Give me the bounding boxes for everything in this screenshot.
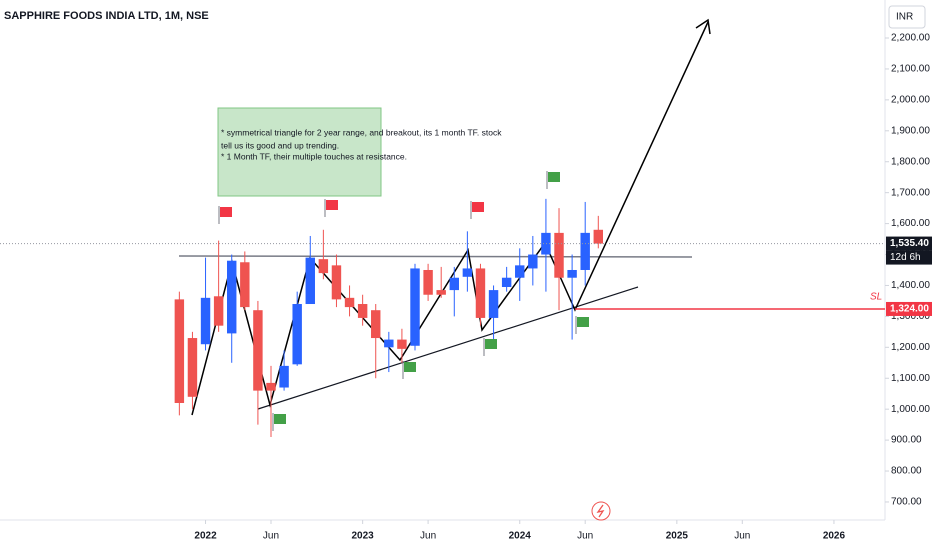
candle-body: [318, 259, 329, 274]
y-tick-label: 1,100.00: [891, 373, 930, 384]
candle-body: [528, 254, 538, 269]
plot-area: [174, 198, 604, 438]
countdown-tag: [886, 250, 932, 265]
candle-body: [515, 265, 525, 278]
x-tick-label: Jun: [263, 531, 279, 542]
x-tick-label: 2026: [823, 531, 846, 542]
candle-body: [253, 310, 263, 391]
candle-body: [305, 257, 315, 305]
y-tick-label: 2,000.00: [891, 95, 930, 106]
candle-body: [279, 365, 289, 388]
y-tick-label: 2,100.00: [891, 64, 930, 75]
countdown-label: 12d 6h: [890, 252, 921, 263]
flags: [218, 171, 589, 431]
annotation-background: [217, 107, 382, 197]
candle-body: [475, 268, 486, 318]
candle-body: [423, 269, 433, 295]
candle-body: [436, 290, 446, 295]
x-tick-label: 2024: [509, 531, 532, 542]
annotation-box[interactable]: * symmetrical triangle for 2 year range,…: [217, 107, 502, 197]
x-tick-label: 2023: [352, 531, 375, 542]
candle-body: [554, 232, 564, 278]
flag: [274, 414, 286, 424]
support-line: [257, 286, 639, 410]
candle-body: [240, 262, 250, 308]
y-tick-label: 1,000.00: [891, 404, 930, 415]
y-tick-label: 1,600.00: [891, 218, 930, 229]
x-tick-label: Jun: [420, 531, 436, 542]
y-tick-label: 1,200.00: [891, 342, 930, 353]
y-tick-label: 1,800.00: [891, 156, 930, 167]
resistance-line: [178, 255, 693, 258]
axes: 700.00 800.00 900.00 1,000.00 1,100.00 1,200.…: [0, 33, 932, 542]
last-price-tag: [886, 236, 932, 251]
candle-body: [580, 232, 590, 270]
flag: [326, 200, 338, 210]
candle-body: [200, 297, 211, 345]
candle-body: [344, 297, 355, 308]
candle-body: [397, 339, 407, 349]
stop-loss-name: SL: [870, 292, 882, 303]
y-tick-label: 700.00: [891, 497, 922, 508]
candle-body: [331, 265, 342, 300]
candle-body: [541, 232, 551, 255]
annotation-line: * symmetrical triangle for 2 year range,…: [221, 127, 502, 137]
annotation-line: * 1 Month TF, their multiple touches at …: [221, 151, 407, 161]
candle-body: [292, 304, 302, 365]
y-tick-label: 2,200.00: [891, 33, 930, 44]
stop-loss-label: 1,324.00: [890, 304, 929, 315]
y-tick-label: 1,900.00: [891, 125, 930, 136]
currency: INR: [896, 12, 913, 23]
currency-box[interactable]: [888, 5, 926, 29]
flag: [548, 172, 560, 182]
y-tick-label: 900.00: [891, 435, 922, 446]
candle-body: [501, 277, 512, 288]
chart-title: SAPPHIRE FOODS INDIA LTD, 1M, NSE: [4, 10, 209, 22]
candle-body: [227, 260, 237, 334]
candle-body: [384, 339, 394, 348]
candle-body: [462, 268, 473, 277]
last-price-label: 1,535.40: [890, 238, 929, 249]
flag: [577, 317, 589, 327]
y-tick-label: 1,300.00: [891, 311, 930, 322]
candle-body: [174, 299, 185, 403]
candle-body: [567, 269, 577, 278]
stop-loss-tag: [886, 301, 932, 316]
candle-body: [357, 304, 368, 318]
arrow-head: [695, 18, 711, 35]
x-tick-label: Jun: [577, 531, 593, 542]
candle-body: [449, 277, 459, 291]
candle-body: [213, 296, 224, 326]
x-tick-label: 2025: [666, 531, 689, 542]
candle-body: [410, 268, 420, 346]
candle-body: [266, 382, 276, 391]
flag: [485, 339, 497, 349]
flag: [220, 207, 232, 217]
x-tick-label: Jun: [734, 531, 750, 542]
replay-icon[interactable]: [591, 501, 611, 521]
x-tick-label: 2022: [194, 531, 217, 542]
flag: [404, 362, 416, 372]
icon-bolt: [596, 504, 605, 518]
annotation-line: tell us its good and up trending.: [221, 140, 339, 150]
y-tick-label: 800.00: [891, 466, 922, 477]
y-tick-label: 1,700.00: [891, 187, 930, 198]
candle-body: [371, 310, 381, 339]
y-tick-label: 1,400.00: [891, 280, 930, 291]
candle-body: [488, 290, 499, 318]
candle-body: [187, 338, 198, 397]
candle-body: [593, 229, 604, 244]
flag: [472, 202, 484, 212]
